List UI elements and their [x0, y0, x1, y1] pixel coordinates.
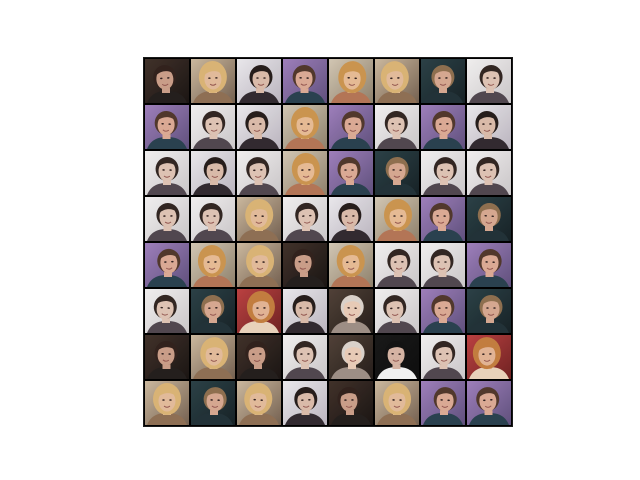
face-thumbnail [191, 59, 235, 103]
face-thumbnail [375, 381, 419, 425]
face-thumbnail [237, 197, 281, 241]
face-thumbnail [191, 243, 235, 287]
face-thumbnail [283, 197, 327, 241]
face-thumbnail [329, 335, 373, 379]
face-thumbnail [329, 381, 373, 425]
face-thumbnail [421, 59, 465, 103]
face-thumbnail [375, 243, 419, 287]
face-thumbnail [283, 105, 327, 149]
face-thumbnail [237, 59, 281, 103]
face-thumbnail [191, 151, 235, 195]
face-thumbnail [191, 289, 235, 333]
face-thumbnail [421, 197, 465, 241]
face-thumbnail [145, 59, 189, 103]
face-thumbnail [467, 105, 511, 149]
face-thumbnail [237, 335, 281, 379]
face-thumbnail [237, 381, 281, 425]
face-thumbnail [375, 289, 419, 333]
face-thumbnail [421, 243, 465, 287]
face-thumbnail [329, 197, 373, 241]
face-thumbnail [467, 59, 511, 103]
face-thumbnail [467, 197, 511, 241]
image-grid [143, 57, 513, 427]
face-thumbnail [145, 381, 189, 425]
face-thumbnail [329, 289, 373, 333]
face-thumbnail [145, 197, 189, 241]
face-thumbnail [421, 381, 465, 425]
face-thumbnail [237, 151, 281, 195]
face-thumbnail [375, 151, 419, 195]
face-thumbnail [237, 105, 281, 149]
face-thumbnail [421, 151, 465, 195]
face-thumbnail [191, 335, 235, 379]
face-thumbnail [421, 105, 465, 149]
face-thumbnail [283, 335, 327, 379]
face-thumbnail [329, 151, 373, 195]
face-thumbnail [375, 59, 419, 103]
face-thumbnail [283, 59, 327, 103]
face-thumbnail [467, 243, 511, 287]
face-thumbnail [191, 105, 235, 149]
face-thumbnail [467, 335, 511, 379]
face-thumbnail [467, 381, 511, 425]
face-thumbnail [375, 105, 419, 149]
face-thumbnail [191, 197, 235, 241]
face-thumbnail [467, 151, 511, 195]
face-thumbnail [237, 289, 281, 333]
face-thumbnail [375, 335, 419, 379]
face-thumbnail [467, 289, 511, 333]
face-thumbnail [237, 243, 281, 287]
face-thumbnail [145, 151, 189, 195]
face-thumbnail [421, 289, 465, 333]
face-thumbnail [329, 59, 373, 103]
face-thumbnail [145, 335, 189, 379]
face-thumbnail [329, 105, 373, 149]
face-thumbnail [329, 243, 373, 287]
face-thumbnail [283, 243, 327, 287]
face-thumbnail [145, 243, 189, 287]
face-thumbnail [421, 335, 465, 379]
face-thumbnail [191, 381, 235, 425]
face-thumbnail [145, 105, 189, 149]
face-thumbnail [283, 289, 327, 333]
face-thumbnail [283, 381, 327, 425]
face-thumbnail [375, 197, 419, 241]
face-thumbnail [283, 151, 327, 195]
face-thumbnail [145, 289, 189, 333]
